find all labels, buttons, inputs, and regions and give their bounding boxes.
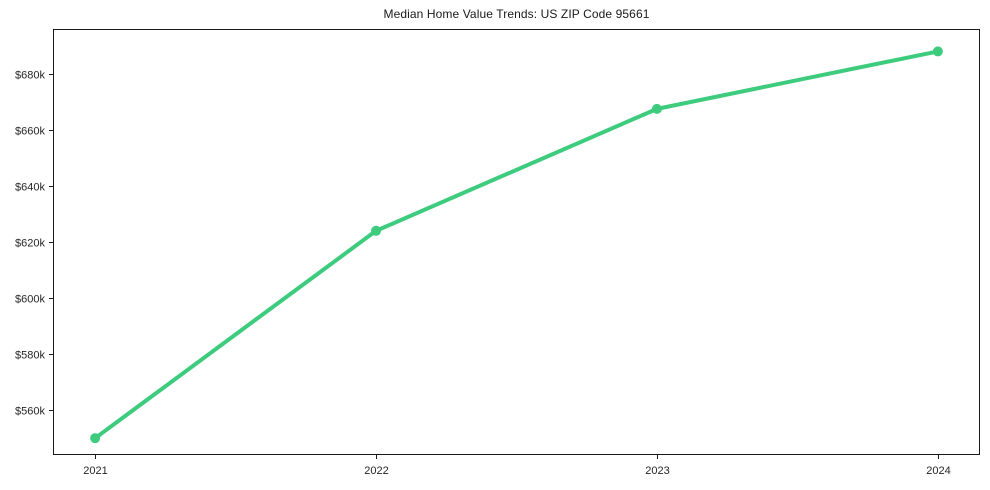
y-tick-label: $600k [15, 294, 45, 306]
axes-frame [53, 29, 980, 455]
x-tick-label: 2023 [645, 465, 669, 477]
y-tick-label: $580k [15, 350, 45, 362]
chart-title: Median Home Value Trends: US ZIP Code 95… [383, 7, 650, 21]
trend-line [93, 49, 940, 441]
y-tick-label: $680k [15, 70, 45, 82]
y-tick-label: $640k [15, 182, 45, 194]
y-tick-label: $560k [15, 406, 45, 418]
x-tick-label: 2022 [364, 465, 388, 477]
y-tick-label: $660k [15, 126, 45, 138]
data-point-marker [371, 225, 382, 236]
data-point-marker [651, 103, 662, 114]
data-point-marker [932, 46, 943, 57]
x-tick-label: 2024 [926, 465, 950, 477]
x-tick-label: 2021 [83, 465, 107, 477]
data-point-marker [90, 433, 101, 444]
y-tick-label: $620k [15, 238, 45, 250]
